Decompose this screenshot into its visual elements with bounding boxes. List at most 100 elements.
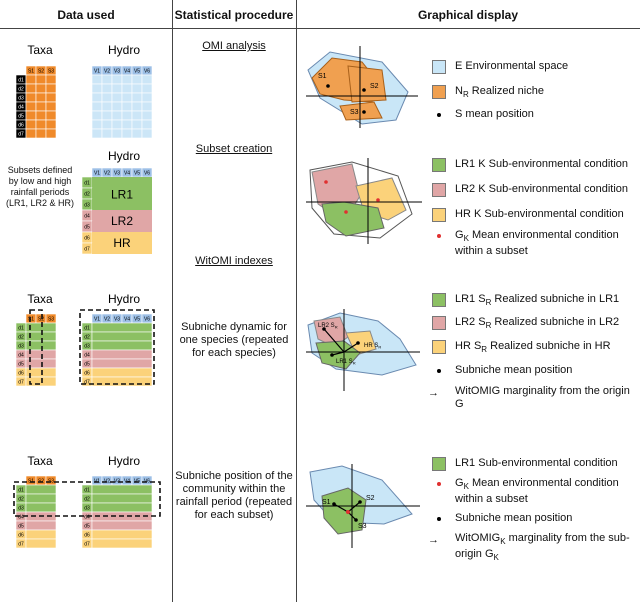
header-data-used: Data used <box>57 8 115 22</box>
hydro-col-label: V1 <box>94 69 100 75</box>
row-label: d5 <box>18 114 24 120</box>
hydro-cell <box>101 83 113 94</box>
hydro-row <box>91 529 153 540</box>
legend2-text-1: LR2 K Sub-environmental condition <box>455 183 629 195</box>
row-label: d5 <box>84 225 90 231</box>
hydro-row <box>91 358 153 369</box>
legend2-swatch-2 <box>432 208 446 222</box>
taxa-cell <box>35 119 47 130</box>
taxa-col-label: S1 <box>28 317 34 323</box>
row-label: d4 <box>84 353 90 359</box>
hydro-row <box>91 538 153 549</box>
proc-subset: Subset creation <box>195 143 273 155</box>
legend3-dot-3 <box>437 369 441 373</box>
legend3-swatch-1 <box>432 316 446 330</box>
hydro-cell <box>121 83 133 94</box>
row-label: d1 <box>84 326 90 332</box>
row-label: d3 <box>84 203 90 209</box>
hydro-cell <box>91 128 103 139</box>
legend2-text-3: GK Mean environmental condition within a… <box>455 229 619 258</box>
plot1-s1: S1 <box>318 73 327 80</box>
hydro-cell <box>141 83 153 94</box>
hydro-row <box>91 340 153 351</box>
hydro-cell <box>91 101 103 112</box>
legend1-text-0: E Environmental space <box>455 60 569 72</box>
row-label: d1 <box>84 181 90 187</box>
hydro-col-label: V1 <box>94 317 100 323</box>
row-label: d7 <box>18 542 24 548</box>
plot3-hrsr: HR S <box>364 343 378 349</box>
hydro-cell <box>111 101 123 112</box>
plot3-lr1sr: LR1 S <box>336 359 353 365</box>
hydro-col-label: V2 <box>104 171 110 177</box>
svg-text:LR1 SR: LR1 SR <box>336 359 356 366</box>
hydro-label-4: Hydro <box>108 454 140 468</box>
row-label: d6 <box>18 533 24 539</box>
row-label: d6 <box>84 533 90 539</box>
taxa-cell <box>25 74 37 85</box>
header-divider <box>0 28 640 29</box>
hydro-col-label: V6 <box>144 69 150 75</box>
hydro-col-label: V6 <box>144 171 150 177</box>
column-divider-1 <box>172 0 173 602</box>
taxa-col-label: S2 <box>38 69 44 75</box>
proc-position: Subniche position of the community withi… <box>175 470 293 521</box>
data-matrices: Taxa Hydro S1 S2 S3 V1 V2 V3 V4 V5 V6 d1 d2 d3 d4 d5 d… <box>13 43 161 549</box>
hydro-col-label: V1 <box>94 171 100 177</box>
taxa-cell <box>35 110 47 121</box>
taxa-cell <box>25 92 37 103</box>
hydro-cell <box>131 83 143 94</box>
legend4-text-2: Subniche mean position <box>455 512 573 524</box>
hydro-row <box>91 484 153 495</box>
legend2-text-2: HR K Sub-environmental condition <box>455 208 624 220</box>
taxa-cell <box>25 119 37 130</box>
row-label: d7 <box>84 247 90 253</box>
plot3-r1: R <box>335 325 338 330</box>
row-label: d2 <box>84 192 90 198</box>
hydro-cell <box>131 101 143 112</box>
legend3-text-1: LR2 SR Realized subniche in LR2 <box>455 316 620 331</box>
plot4-s2: S2 <box>366 495 375 502</box>
proc-omi: OMI analysis <box>202 40 266 52</box>
legend3-swatch-2 <box>432 340 446 354</box>
legend3-swatch-0 <box>432 293 446 307</box>
row-label: d2 <box>84 497 90 503</box>
hydro-cell <box>91 92 103 103</box>
row-label: d3 <box>18 506 24 512</box>
row-label: d3 <box>18 344 24 350</box>
taxa-cell <box>35 83 47 94</box>
row-label: d7 <box>18 380 24 386</box>
hydro-cell <box>91 74 103 85</box>
hydro-cell <box>141 74 153 85</box>
hydro-row <box>91 376 153 387</box>
row-label: d4 <box>84 214 90 220</box>
hydro-cell <box>111 92 123 103</box>
hydro-row <box>91 493 153 504</box>
taxa-col-label: S3 <box>48 479 54 485</box>
hydro-cell <box>111 83 123 94</box>
hydro-cell <box>111 128 123 139</box>
taxa-row <box>25 520 57 531</box>
hydro-cell <box>141 128 153 139</box>
legend4-arrow-icon: → <box>428 534 439 546</box>
legend2-text-0: LR1 K Sub-environmental condition <box>455 158 629 170</box>
plot-subsets <box>306 158 422 244</box>
hydro-cell <box>91 110 103 121</box>
row-label: d5 <box>84 362 90 368</box>
hydro-col-label: V5 <box>134 317 140 323</box>
hydro-cell <box>131 74 143 85</box>
legend3-text-0: LR1 SR Realized subniche in LR1 <box>455 293 620 308</box>
hydro-col-label: V3 <box>114 317 120 323</box>
taxa-cell <box>25 110 37 121</box>
hydro-cell <box>101 128 113 139</box>
taxa-cell <box>45 92 57 103</box>
subsets-note: Subsets defined by low and high rainfall… <box>5 165 75 208</box>
hydro-row <box>91 520 153 531</box>
taxa-cell <box>45 119 57 130</box>
hydro-col-label: V3 <box>114 69 120 75</box>
hydro-subset-row <box>92 232 152 243</box>
hydro-cell <box>121 110 133 121</box>
plot1-s2: S2 <box>370 83 379 90</box>
hydro-subset-row <box>92 188 152 199</box>
row-label: d2 <box>18 87 24 93</box>
